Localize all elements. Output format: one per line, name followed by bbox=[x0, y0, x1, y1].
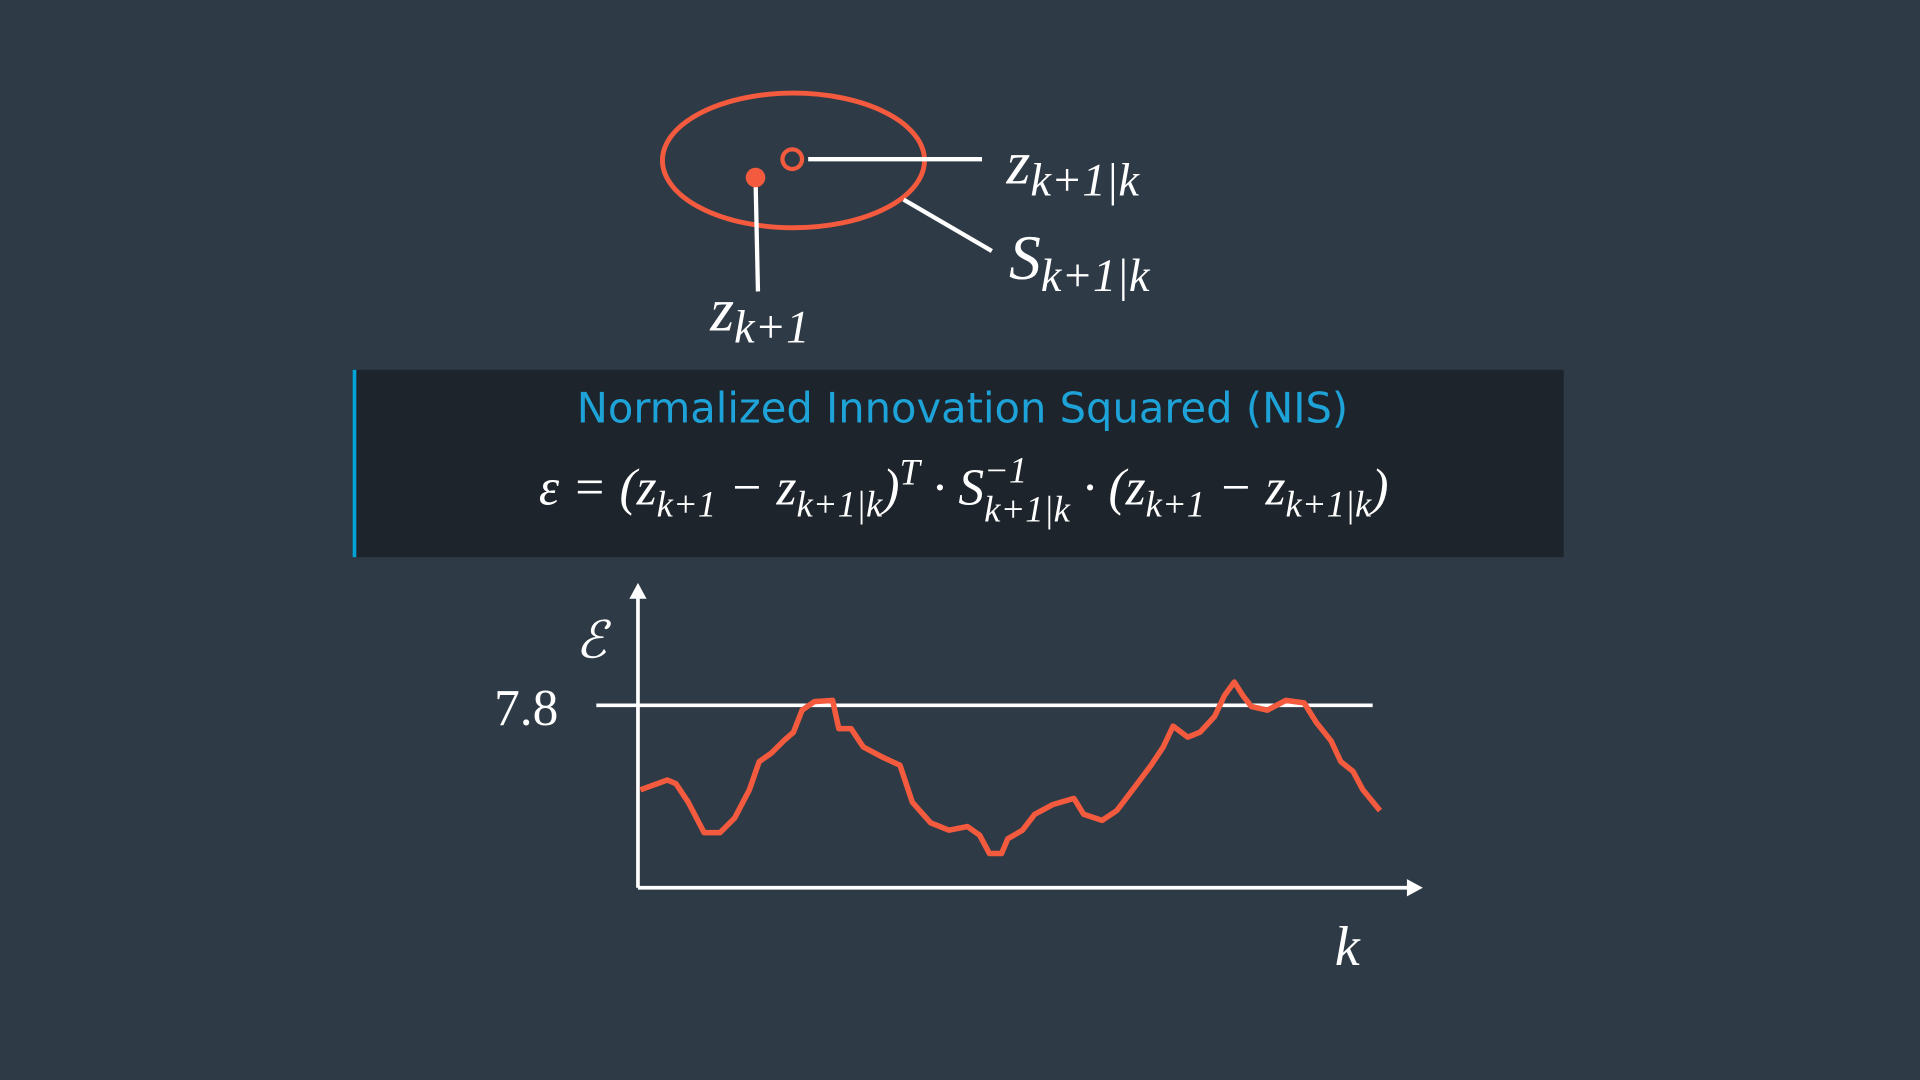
formula-box bbox=[352, 369, 1564, 558]
formula-part: k+1 bbox=[1146, 484, 1205, 525]
formula-part: k+1|k bbox=[1286, 484, 1373, 525]
box-accent bbox=[352, 369, 357, 558]
formula-part: k+1|k bbox=[797, 484, 884, 525]
label-z-pred: zk+1|k bbox=[1006, 130, 1141, 207]
nis-formula: ε = (zk+1 − zk+1|k)T · S−1 k+1|k · (zk+1 … bbox=[539, 449, 1389, 529]
formula-part: k+1|k bbox=[984, 489, 1071, 530]
label-z-meas: zk+1 bbox=[709, 277, 809, 354]
formula-part: · S bbox=[920, 459, 984, 516]
formula-part: · (z bbox=[1070, 459, 1146, 516]
formula-part: − z bbox=[1205, 459, 1285, 516]
formula-part: −1 bbox=[984, 449, 1027, 490]
prediction-point bbox=[780, 147, 805, 172]
y-label: ℰ bbox=[576, 613, 612, 670]
leader-line bbox=[753, 177, 761, 292]
label-s-pred: Sk+1|k bbox=[1009, 222, 1151, 302]
formula-part: ε = (z bbox=[539, 459, 657, 516]
formula-part: ) bbox=[879, 459, 899, 516]
x-label: k bbox=[1335, 916, 1361, 978]
formula-part: T bbox=[899, 452, 922, 493]
formula-part: ) bbox=[1368, 459, 1388, 516]
formula-part: k+1 bbox=[657, 484, 716, 525]
y-arrow bbox=[629, 582, 647, 599]
nis-curve bbox=[639, 679, 1383, 857]
measurement-point bbox=[745, 167, 766, 188]
x-arrow bbox=[1406, 879, 1423, 897]
formula-part: − z bbox=[716, 459, 796, 516]
threshold-label: 7.8 bbox=[494, 680, 558, 737]
box-title: Normalized Innovation Squared (NIS) bbox=[577, 383, 1348, 432]
leader-line bbox=[902, 197, 993, 253]
